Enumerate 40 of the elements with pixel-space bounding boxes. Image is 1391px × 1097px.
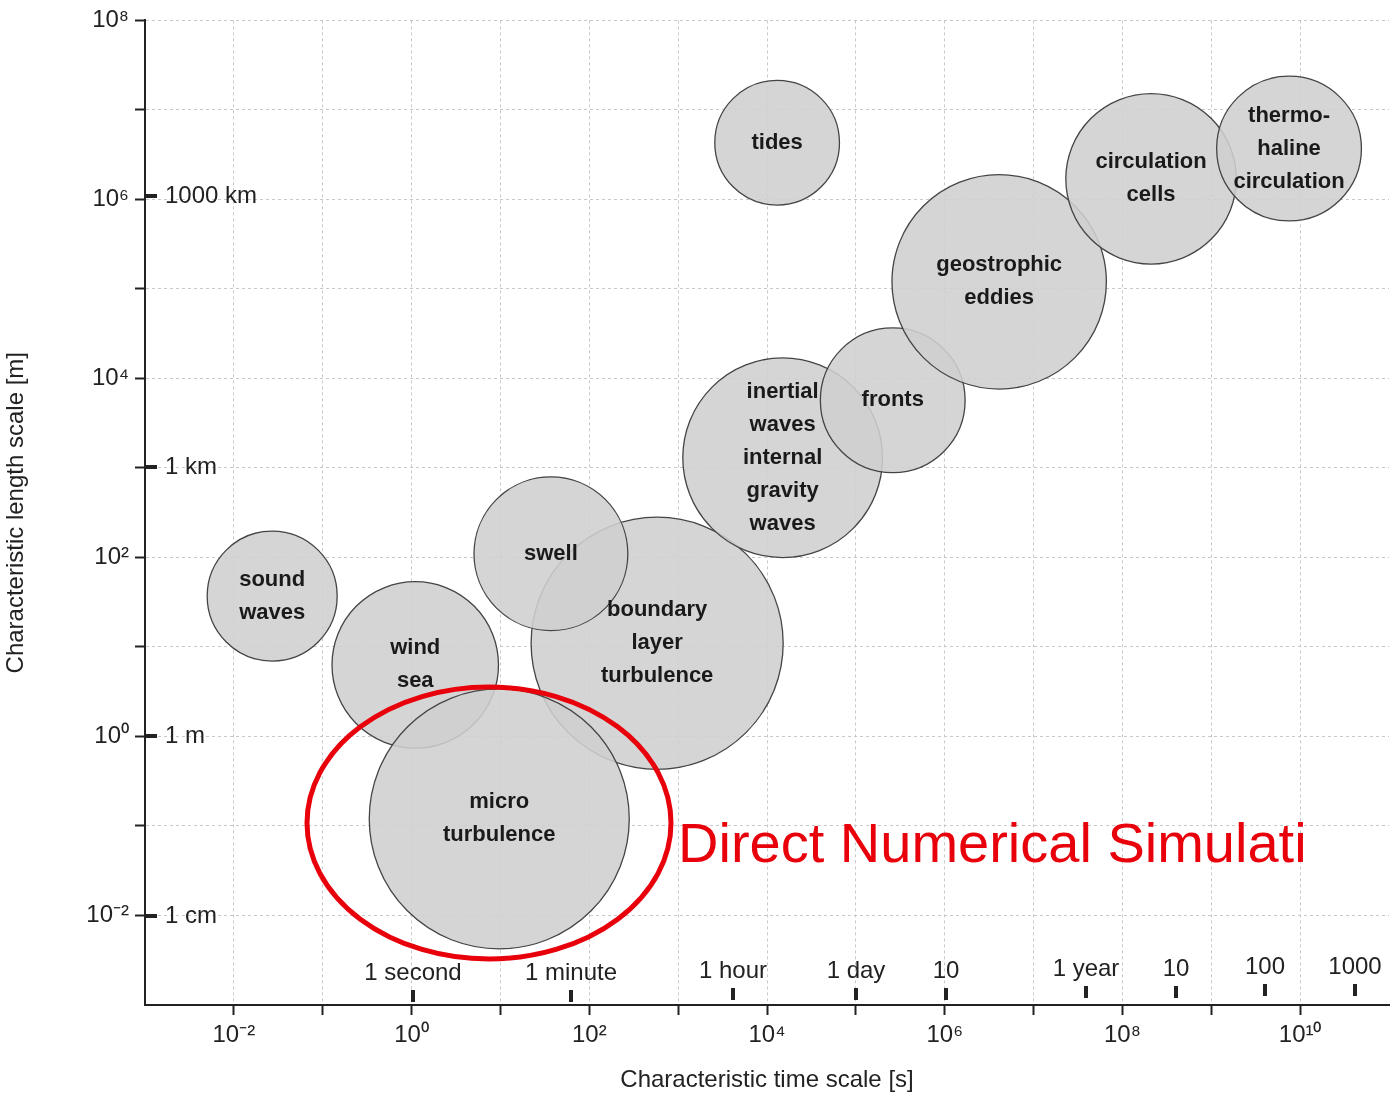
- annotation: 1 cm: [165, 900, 218, 928]
- annotation: sound waves: [238, 565, 306, 624]
- annotation: Direct Numerical Simulati: [678, 811, 1307, 874]
- annotation: 10: [932, 955, 960, 983]
- x-tick-label: 10⁰: [394, 1020, 429, 1048]
- x-tick-label: 10⁶: [926, 1020, 963, 1048]
- annotation: 1000: [1328, 951, 1382, 979]
- x-axis-title: Characteristic time scale [s]: [620, 1065, 914, 1093]
- annotation: circulation cells: [1095, 148, 1207, 207]
- annotation: inertial waves internal gravity waves: [742, 377, 823, 535]
- annotation: tides: [751, 128, 803, 154]
- annotation: 1 km: [165, 451, 218, 479]
- annotation: boundary layer turbulence: [600, 596, 714, 688]
- annotation: 1 year: [1052, 953, 1120, 981]
- annotation: 100: [1244, 951, 1286, 979]
- annotation: 1000 km: [165, 180, 258, 208]
- x-tick-label: 10²: [571, 1020, 607, 1048]
- y-tick-label: 10²: [94, 542, 130, 570]
- annotation: fronts: [861, 386, 924, 412]
- x-tick-label: 10⁸: [1104, 1020, 1141, 1048]
- y-axis-title: Characteristic length scale [m]: [1, 351, 29, 674]
- annotation: wind sea: [389, 634, 441, 693]
- annotation: 10: [1162, 953, 1190, 981]
- y-tick-label: 10⁶: [92, 184, 129, 212]
- annotation: 1 m: [165, 720, 206, 748]
- annotation: geostrophic eddies: [936, 251, 1063, 310]
- annotation: 1 second: [364, 957, 462, 985]
- y-tick-label: 10⁰: [94, 721, 129, 749]
- y-tick-label: 10⁴: [91, 363, 129, 391]
- annotation: 1 minute: [524, 957, 618, 985]
- annotation: swell: [524, 539, 578, 565]
- annotation: micro turbulence: [443, 788, 556, 847]
- y-tick-label: 10⁸: [92, 5, 129, 33]
- x-tick-label: 10¹⁰: [1278, 1020, 1322, 1048]
- x-tick-label: 10⁴: [748, 1020, 786, 1048]
- y-tick-label: 10⁻²: [86, 900, 130, 928]
- annotation: 1 day: [826, 955, 886, 983]
- x-tick-label: 10⁻²: [212, 1020, 256, 1048]
- annotation: 1 hour: [698, 955, 768, 983]
- annotation: thermo- haline circulation: [1233, 101, 1345, 193]
